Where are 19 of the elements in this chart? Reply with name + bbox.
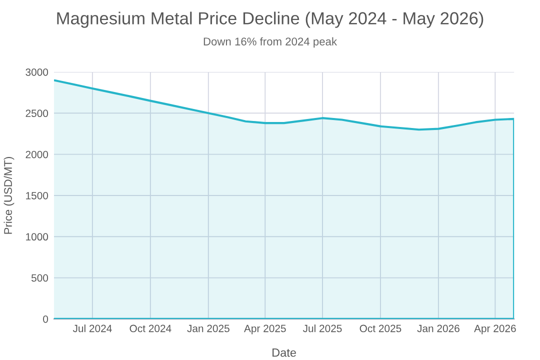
x-tick-label: Jul 2024	[72, 324, 112, 332]
x-tick-label: Apr 2026	[474, 324, 516, 334]
y-tick-label: 3000	[26, 68, 48, 76]
y-tick-label: 500	[31, 274, 48, 282]
x-axis-title: Date	[272, 348, 296, 357]
x-tick-label: Jul 2025	[302, 324, 342, 332]
x-tick-label: Apr 2025	[244, 324, 286, 334]
chart-subtitle: Down 16% from 2024 peak	[204, 37, 338, 48]
y-tick-label: 2000	[26, 150, 48, 158]
chart-title: Magnesium Metal Price Decline (May 2024 - May 2026)	[57, 12, 484, 28]
x-tick-label: Oct 2024	[130, 324, 172, 332]
x-tick-label: Jan 2026	[417, 324, 460, 332]
y-tick-label: 2500	[26, 110, 48, 118]
y-axis-title: Price (USD/MT)	[4, 156, 14, 234]
y-tick-label: 1500	[26, 192, 48, 200]
x-tick-label: Oct 2025	[360, 324, 402, 332]
x-tick-label: Jan 2025	[187, 324, 230, 332]
y-tick-label: 0	[43, 315, 48, 323]
y-tick-label: 1000	[26, 233, 48, 241]
